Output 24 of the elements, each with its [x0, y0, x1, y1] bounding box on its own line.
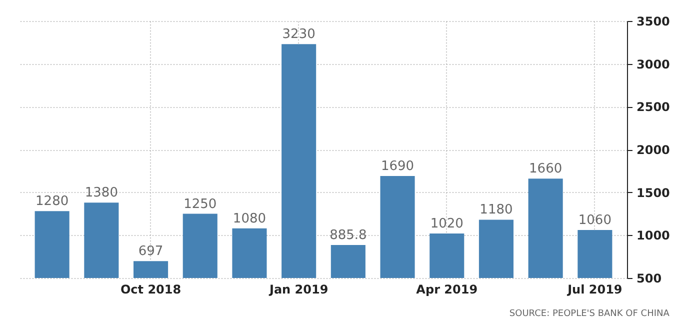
- y-tick-label: 2000: [636, 143, 670, 157]
- data-label: 1060: [578, 213, 612, 228]
- data-label: 1250: [184, 196, 217, 212]
- data-label: 1180: [480, 202, 513, 218]
- data-label: 1080: [232, 211, 266, 226]
- y-tick-label: 500: [636, 272, 662, 286]
- y-tick-label: 3500: [636, 14, 670, 28]
- data-label: 1660: [529, 162, 562, 177]
- data-label: 1020: [430, 216, 464, 232]
- data-label: 697: [138, 244, 164, 260]
- x-tick-label: Apr 2019: [416, 282, 478, 296]
- data-label: 1280: [36, 194, 69, 210]
- y-tick-label: 3000: [636, 57, 670, 72]
- y-tick-label: 1500: [636, 186, 670, 200]
- source-note: SOURCE: PEOPLE'S BANK OF CHINA: [509, 309, 670, 319]
- y-tick-label: 1000: [636, 228, 670, 243]
- data-label: 3230: [282, 27, 316, 42]
- data-label: 1690: [380, 159, 414, 174]
- x-tick-label: Jan 2019: [268, 282, 328, 296]
- data-label: 1380: [84, 186, 118, 201]
- y-tick-label: 2500: [636, 100, 670, 114]
- data-label: 885.8: [330, 228, 367, 243]
- x-tick-label: Jul 2019: [566, 282, 622, 296]
- x-tick-label: Oct 2018: [120, 282, 182, 296]
